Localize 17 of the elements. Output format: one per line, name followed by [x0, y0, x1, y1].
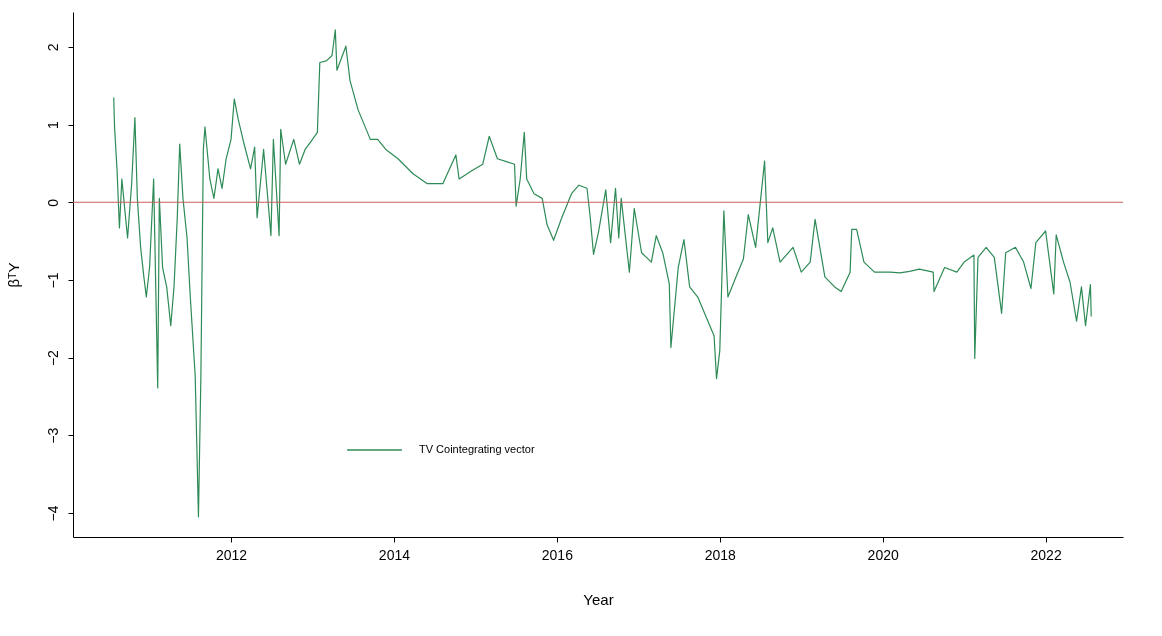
- x-tick-label: 2014: [378, 546, 411, 563]
- y-tick-label: −4: [44, 505, 61, 522]
- y-tick-label: −3: [44, 427, 61, 444]
- line-series: [113, 29, 1092, 518]
- x-tick-label: 2022: [1030, 546, 1062, 563]
- y-tick-label: −1: [44, 272, 61, 289]
- x-tick-label: 2018: [704, 546, 737, 563]
- y-tick-label: 0: [44, 198, 61, 207]
- legend-label: TV Cointegrating vector: [419, 443, 535, 455]
- x-axis-title: Year: [583, 590, 614, 608]
- y-tick-label: −2: [44, 349, 61, 367]
- x-tick-label: 2020: [867, 546, 899, 563]
- x-tick-label: 2016: [541, 546, 574, 563]
- y-tick-label: 1: [44, 121, 61, 130]
- y-tick-label: 2: [44, 43, 61, 52]
- x-tick-label: 2012: [215, 546, 248, 563]
- y-axis-title: βᵀY: [4, 262, 22, 288]
